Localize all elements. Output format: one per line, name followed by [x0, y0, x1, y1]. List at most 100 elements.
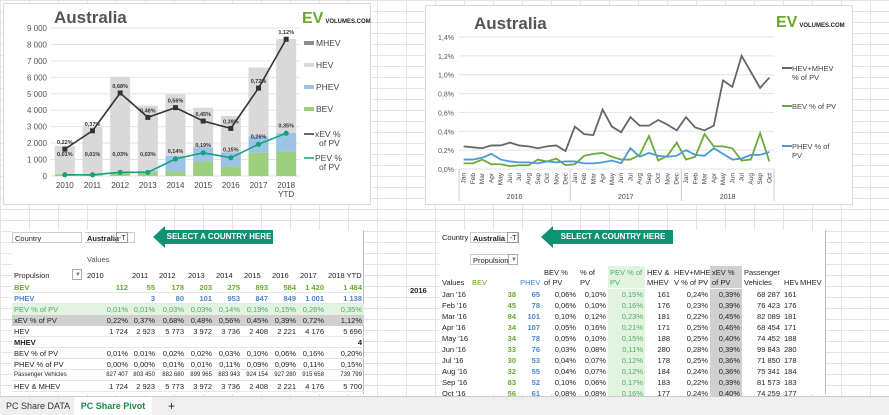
- table-cell: 280: [657, 345, 670, 354]
- row-label: Passenger Vehicles: [14, 372, 67, 378]
- data-label: 0,01%: [85, 152, 101, 158]
- column-header: xEV % of PV: [710, 266, 742, 288]
- x-tick-label: Jun: [618, 173, 625, 184]
- monthly-pivot-table: Country Australia -T Propulsion ▼ Values BEV PH…: [440, 230, 826, 399]
- table-cell: [186, 337, 214, 348]
- table-cell: 0,11%: [219, 360, 240, 369]
- year-label: 2017: [618, 194, 634, 201]
- row-label: Jul '16: [442, 356, 464, 365]
- table-cell: 0,24%: [686, 290, 708, 299]
- data-label: 0,14%: [168, 149, 184, 155]
- table-cell: 915 658: [302, 372, 324, 378]
- country-label: Country: [442, 233, 469, 242]
- bar-hev: [248, 67, 269, 137]
- country-filter-dropdown[interactable]: Australia: [85, 232, 135, 243]
- data-point: [145, 169, 151, 175]
- x-tick-label: Dec: [563, 172, 570, 184]
- y-tick-label: 1 000: [27, 156, 48, 165]
- year-label: 2016: [410, 286, 427, 295]
- table-cell: 2 408: [249, 327, 268, 336]
- x-tick-label: 2013: [139, 181, 157, 190]
- table-cell: 0,25%: [686, 334, 708, 343]
- table-row: Oct '16 56 61 0,08% 0,08% 0,16% 177 0,24% 0,40% 7…: [440, 388, 826, 399]
- table-cell: [214, 337, 242, 348]
- legend-label: MHEV: [316, 38, 341, 48]
- tab-pc-share-data[interactable]: PC Share DATA: [6, 401, 71, 411]
- x-tick-label: Sep: [646, 173, 653, 185]
- table-cell: 4: [357, 338, 362, 347]
- x-tick-label: Mar: [702, 172, 709, 184]
- table-cell: 0,12%: [584, 312, 606, 321]
- x-tick-label: Jun: [507, 173, 514, 184]
- table-cell: 0,37%: [130, 315, 157, 326]
- table-cell: 0,25%: [686, 323, 708, 332]
- ev-volumes-logo: EV VOLUMES.COM: [776, 14, 845, 31]
- table-cell: 0,08%: [554, 389, 576, 398]
- add-sheet-button[interactable]: +: [168, 399, 176, 413]
- table-cell: 0,23%: [686, 301, 708, 310]
- x-tick-label: Feb: [470, 173, 477, 185]
- column-header: PEV % of PV: [608, 266, 645, 288]
- table-cell: 0,12%: [608, 355, 645, 366]
- table-row: PEV % of PV 0,01% 0,01% 0,03% 0,03% 0,14% 0,19…: [12, 304, 364, 315]
- table-cell: 4 176: [305, 327, 324, 336]
- table-cell: 76 423: [757, 301, 780, 310]
- table-cell: 177: [784, 389, 797, 398]
- data-point: [173, 105, 178, 111]
- filter-icon: -T: [116, 232, 128, 243]
- country-filter-dropdown[interactable]: Australia: [470, 232, 518, 243]
- x-tick-label: Oct: [544, 173, 551, 183]
- table-cell: 107: [527, 323, 540, 332]
- x-tick-label: Dec: [674, 172, 681, 184]
- table-cell: 0,36%: [710, 366, 742, 377]
- table-cell: 0,10%: [584, 334, 606, 343]
- data-label: 0,15%: [223, 148, 239, 154]
- bar-hev: [193, 107, 214, 148]
- table-cell: 181: [784, 312, 797, 321]
- legend-swatch: [304, 107, 314, 111]
- column-header: BEV: [472, 278, 488, 287]
- annual-sales-chart[interactable]: Australia EV VOLUMES.COM 0 1 000 2 000 3 000…: [3, 3, 371, 205]
- y-tick-label: 3 000: [27, 123, 48, 132]
- table-cell: 178: [784, 356, 797, 365]
- table-cell: 56: [507, 389, 516, 398]
- select-country-callout: SELECT A COUNTRY HERE: [153, 226, 273, 248]
- y-tick-label: 2 000: [27, 139, 48, 148]
- table-row: PHEV 3 80 101 953 847 849 1 001 1 138: [12, 293, 364, 304]
- table-cell: [242, 337, 270, 348]
- table-cell: 0,01%: [162, 360, 184, 369]
- data-label: 0,19%: [195, 143, 211, 149]
- table-cell: 0,06%: [274, 349, 296, 358]
- bar-phev: [165, 155, 186, 172]
- table-cell: 0,39%: [710, 344, 742, 355]
- table-cell: 0,03%: [218, 349, 240, 358]
- table-cell: 0,46%: [710, 322, 742, 333]
- table-cell: 183: [784, 378, 797, 387]
- column-header: 2012: [159, 271, 176, 280]
- x-tick-label: Jan: [683, 173, 690, 184]
- row-label: MHEV: [14, 338, 36, 347]
- monthly-share-chart[interactable]: Australia EV VOLUMES.COM 0,0% 0,2% 0,4% 0,6%…: [425, 5, 853, 205]
- year-label: 2016: [507, 194, 523, 201]
- x-tick-label: 2017: [250, 181, 268, 190]
- table-cell: 74 452: [757, 334, 780, 343]
- row-label: May '16: [442, 334, 469, 343]
- row-label: Jan '16: [442, 290, 466, 299]
- tab-pc-share-pivot[interactable]: PC Share Pivot: [74, 397, 152, 415]
- bar-hev: [220, 115, 241, 153]
- table-cell: 2 923: [136, 382, 155, 391]
- table-cell: 0,04%: [554, 367, 576, 376]
- table-cell: [798, 366, 826, 377]
- data-point: [172, 156, 179, 162]
- row-label: HEV & MHEV: [14, 382, 61, 391]
- table-cell: 52: [531, 378, 540, 387]
- table-cell: 176: [657, 301, 670, 310]
- table-cell: 0,01%: [85, 304, 130, 315]
- table-row: xEV % of PV 0,22% 0,37% 0,68% 0,48% 0,56% 0,45…: [12, 315, 364, 326]
- table-cell: 99 843: [757, 345, 780, 354]
- legend-label: PHEV % of: [792, 142, 830, 151]
- data-point: [62, 172, 68, 178]
- data-label: 0,35%: [278, 123, 294, 129]
- legend-label: BEV: [316, 104, 333, 114]
- bar-hev: [276, 39, 297, 133]
